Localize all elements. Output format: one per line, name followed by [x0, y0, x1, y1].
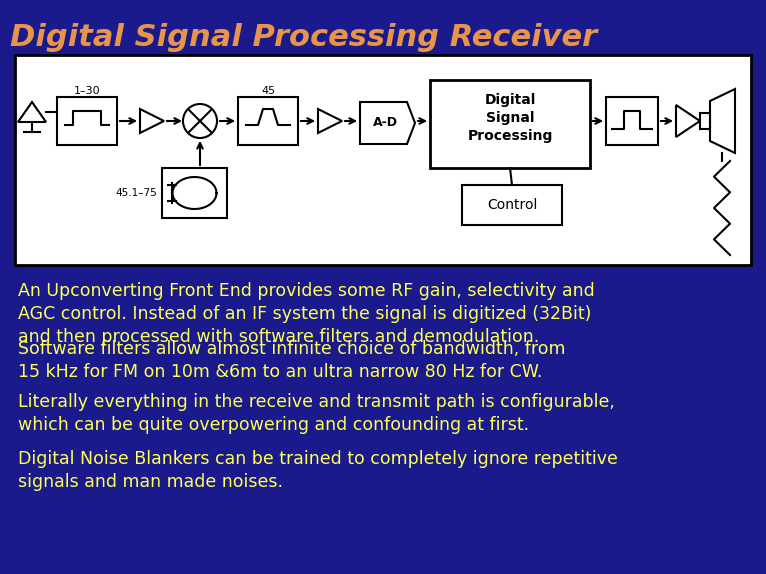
- Polygon shape: [360, 102, 415, 144]
- Text: An Upconverting Front End provides some RF gain, selectivity and
AGC control. In: An Upconverting Front End provides some …: [18, 282, 594, 346]
- Text: Digital Signal Processing Receiver: Digital Signal Processing Receiver: [10, 24, 597, 52]
- Text: Digital: Digital: [484, 93, 535, 107]
- Text: 1–30: 1–30: [74, 86, 100, 96]
- Text: A-D: A-D: [373, 117, 398, 130]
- Bar: [238, 97, 298, 145]
- Text: 45.1–75: 45.1–75: [115, 188, 157, 198]
- Text: Signal: Signal: [486, 111, 534, 125]
- Bar: [430, 80, 590, 168]
- Bar: [606, 97, 658, 145]
- Bar: [700, 113, 710, 129]
- Text: Control: Control: [487, 198, 537, 212]
- Text: 45: 45: [261, 86, 275, 96]
- Text: Software filters allow almost infinite choice of bandwidth, from
15 kHz for FM o: Software filters allow almost infinite c…: [18, 340, 565, 381]
- Bar: [162, 168, 227, 218]
- Text: Processing: Processing: [467, 129, 553, 143]
- Bar: [15, 55, 751, 265]
- Text: Digital Noise Blankers can be trained to completely ignore repetitive
signals an: Digital Noise Blankers can be trained to…: [18, 450, 618, 491]
- Bar: [57, 97, 117, 145]
- Bar: [462, 185, 562, 225]
- Text: Literally everything in the receive and transmit path is configurable,
which can: Literally everything in the receive and …: [18, 393, 615, 434]
